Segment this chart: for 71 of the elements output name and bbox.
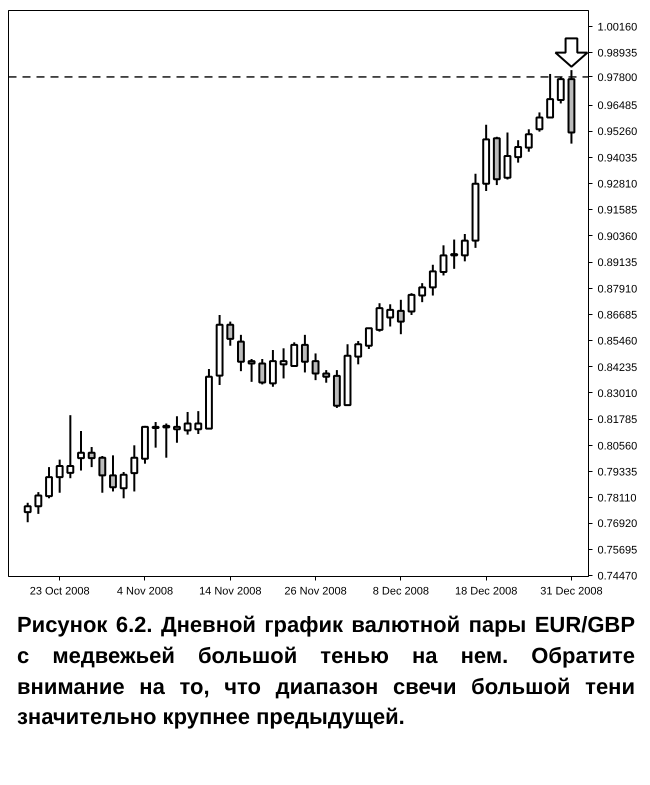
- candlestick: [173, 415, 181, 444]
- candlestick: [386, 303, 394, 328]
- candlestick: [428, 264, 437, 297]
- y-tick-label: 0.83010: [598, 388, 638, 400]
- y-tick-label: 0.94035: [598, 152, 638, 164]
- candlestick: [184, 410, 192, 436]
- x-tick-label: 26 Nov 2008: [284, 586, 347, 598]
- y-tick-label: 0.89135: [598, 257, 638, 270]
- x-tick-label: 8 Dec 2008: [372, 586, 429, 598]
- y-tick-label: 0.79335: [598, 466, 638, 478]
- candlestick: [98, 454, 106, 494]
- text: Рисунок 6.2. Дневной график валютной пары EUR/GBP с медвежьей большой тенью на нем. Обратите внимание на то, что диапазон свечи большой тени значительно крупнее предыдущей.: [17, 611, 635, 732]
- candlestick: [226, 320, 234, 347]
- candlestick: [408, 292, 416, 316]
- candlestick: [162, 422, 170, 459]
- x-tick-label: 14 Nov 2008: [199, 586, 262, 598]
- ref-line-label: 0.97800: [598, 72, 638, 84]
- candlestick: [396, 298, 405, 336]
- candlestick: [354, 340, 362, 366]
- y-tick-label: 0.98935: [598, 48, 638, 60]
- candlestick: [34, 491, 42, 515]
- candlestick: [376, 302, 384, 333]
- x-tick-label: 31 Dec 2008: [540, 586, 603, 598]
- candlestick: [56, 458, 64, 494]
- candlestick: [312, 352, 320, 382]
- x-tick-label: 23 Oct 2008: [30, 586, 90, 598]
- candlestick: [268, 349, 277, 388]
- candlestick: [450, 238, 458, 270]
- candlestick: [440, 244, 448, 276]
- y-tick-label: 0.81785: [598, 414, 638, 426]
- y-tick-label: 0.80560: [598, 440, 638, 452]
- y-tick-label: 0.84235: [598, 362, 638, 374]
- x-tick-label: 18 Dec 2008: [454, 586, 518, 598]
- candlestick: [418, 282, 426, 304]
- y-tick-label: 0.92810: [598, 178, 638, 191]
- candlestick: [130, 444, 138, 492]
- candlestick: [248, 358, 256, 383]
- x-tick-label: 4 Nov 2008: [116, 586, 174, 598]
- y-tick-label: 0.75695: [598, 544, 638, 556]
- y-tick-label: 0.86685: [598, 309, 638, 322]
- candlestick: [66, 414, 74, 480]
- y-tick-label: 0.90360: [598, 230, 638, 243]
- candlestick: [109, 454, 117, 492]
- y-tick-label: 0.78110: [598, 492, 636, 505]
- candlestick: [460, 232, 469, 262]
- candlestick: [514, 139, 522, 164]
- candlestick: [524, 128, 533, 153]
- y-tick-label: 0.76920: [598, 518, 638, 530]
- candlestick: [45, 466, 53, 500]
- y-tick-label: 0.74470: [598, 570, 638, 582]
- candlestick: [364, 326, 373, 350]
- candlestick: [152, 421, 160, 449]
- candlestick: [280, 347, 288, 380]
- y-tick-label: 0.95260: [598, 126, 638, 138]
- candlestick: [77, 430, 85, 472]
- candlestick: [88, 446, 96, 468]
- candlestick: [504, 132, 512, 181]
- y-tick-label: 0.96485: [598, 100, 638, 112]
- y-tick-label: 1.00160: [598, 22, 638, 34]
- candlestick: [322, 369, 330, 384]
- y-tick-label: 0.91585: [598, 204, 638, 217]
- candlestick: [536, 111, 544, 133]
- candlestick: [290, 341, 298, 368]
- candlestick: [24, 502, 32, 524]
- candlestick: [300, 334, 309, 374]
- y-tick-label: 0.85460: [598, 336, 638, 348]
- candlestick: [120, 471, 128, 500]
- candlestick: [236, 334, 245, 372]
- candlestick: [194, 410, 202, 435]
- y-tick-label: 0.87910: [598, 283, 638, 296]
- candlestick: [258, 358, 266, 386]
